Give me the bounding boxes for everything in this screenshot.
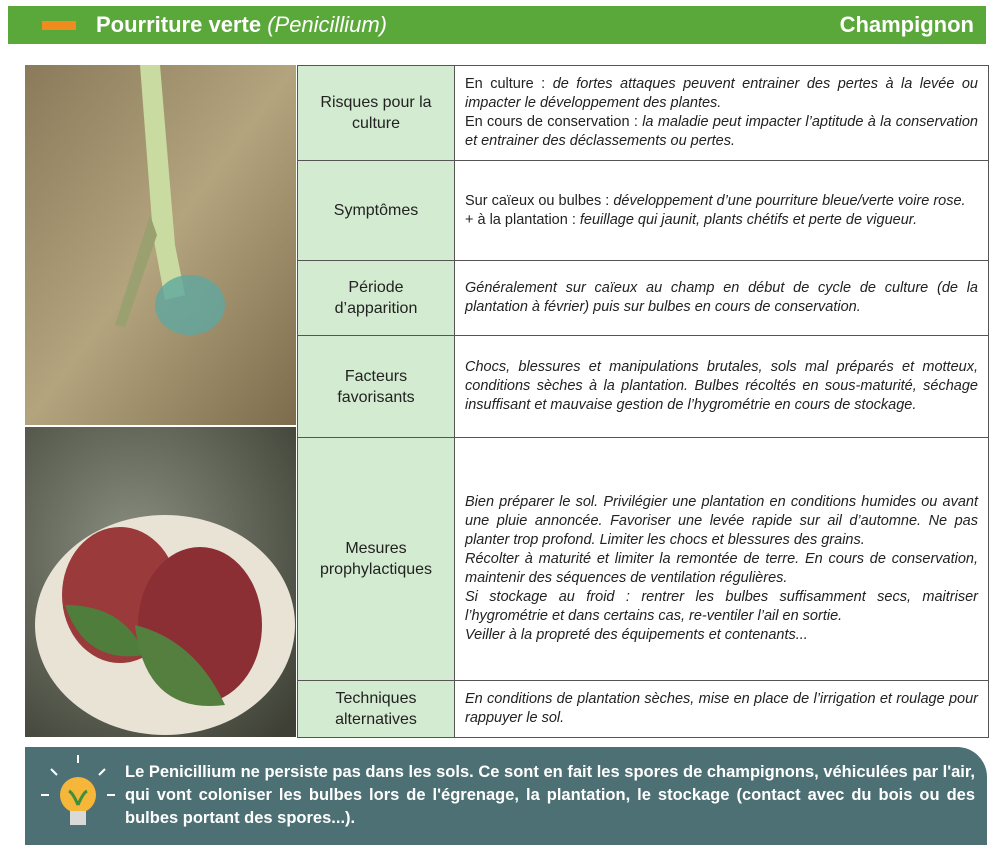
paragraph: En cours de conservation : la maladie pe… [465,113,978,151]
paragraph: Récolter à maturité et limiter la remont… [465,550,978,588]
header-accent [42,21,76,30]
table-row: Mesures prophylactiques Bien préparer le … [297,437,989,681]
paragraph: En conditions de plantation sèches, mise… [465,690,978,728]
rays [41,755,115,796]
table-body: Risques pour la culture En culture : de f… [297,65,989,738]
row-label: Symptômes [297,160,455,261]
row-content: Généralement sur caïeux au champ en débu… [454,260,989,336]
header: Pourriture verte (Penicillium) Champigno… [8,6,986,44]
clove-mold [135,625,225,706]
leaf [115,215,157,327]
row-content: Sur caïeux ou bulbes : développement d’u… [454,160,989,261]
row-label: Mesures prophylactiques [297,437,455,681]
paragraph-text: Veiller à la propreté des équipements et… [465,627,808,643]
row-content: Bien préparer le sol. Privilégier une pl… [454,437,989,681]
tip-text: Le Penicillium ne persiste pas dans les … [125,763,975,827]
table-row: Symptômes Sur caïeux ou bulbes : développ… [297,160,989,261]
row-label: Risques pour la culture [297,65,455,161]
paragraph-lead: En culture : [465,76,546,92]
title: Pourriture verte (Penicillium) [96,12,387,38]
paragraph: Généralement sur caïeux au champ en débu… [465,279,978,317]
bulb-base [70,811,86,825]
paragraph: Veiller à la propreté des équipements et… [465,626,978,645]
paragraph: Bien préparer le sol. Privilégier une pl… [465,493,978,550]
paragraph-text: Récolter à maturité et limiter la remont… [465,551,978,586]
paragraph-text: Chocs, blessures et manipulations brutal… [465,359,978,413]
bulb-glass [60,777,96,813]
table-row: Risques pour la culture En culture : de f… [297,65,989,161]
paragraph-text: la maladie peut impacter l’aptitude à la… [465,114,978,149]
row-content: Chocs, blessures et manipulations brutal… [454,335,989,438]
paragraph: + à la plantation : feuillage qui jaunit… [465,211,978,230]
info-table: Risques pour la culture En culture : de f… [297,65,989,738]
paragraph-lead: Sur caïeux ou bulbes : [465,192,610,209]
paragraph: Sur caïeux ou bulbes : développement d’u… [465,192,978,211]
clove-mold [65,605,145,657]
paragraph-text: Bien préparer le sol. Privilégier une pl… [465,494,978,548]
row-content: En culture : de fortes attaques peuvent … [454,65,989,161]
photos [25,65,296,737]
stem [140,65,185,300]
paragraph-text: feuillage qui jaunit, plants chétifs et … [579,211,918,228]
paragraph-text: de fortes attaques peuvent entrainer des… [465,76,978,111]
table-row: Période d’apparition Généralement sur caï… [297,260,989,336]
row-label: Facteurs favorisants [297,335,455,438]
paragraph-text: Généralement sur caïeux au champ en débu… [465,280,978,315]
table-row: Techniques alternatives En conditions de … [297,680,989,738]
title-latin: (Penicillium) [267,12,387,37]
mold [155,275,225,335]
paragraph: En culture : de fortes attaques peuvent … [465,75,978,113]
row-label: Techniques alternatives [297,680,455,738]
paragraph-lead: + à la plantation : [465,211,576,228]
paragraph-text: En conditions de plantation sèches, mise… [465,691,978,726]
category: Champignon [839,12,974,37]
row-label: Période d’apparition [297,260,455,336]
paragraph-text: Si stockage au froid : rentrer les bulbe… [465,589,978,624]
bulb-icon [41,755,115,825]
paragraph: Chocs, blessures et manipulations brutal… [465,358,978,415]
row-content: En conditions de plantation sèches, mise… [454,680,989,738]
paragraph: Si stockage au froid : rentrer les bulbe… [465,588,978,626]
title-text: Pourriture verte [96,12,262,37]
tip-box: Le Penicillium ne persiste pas dans les … [25,747,987,845]
table-row: Facteurs favorisants Chocs, blessures et … [297,335,989,438]
paragraph-lead: En cours de conservation : [465,114,638,130]
paragraph-text: développement d’une pourriture bleue/ver… [613,192,966,209]
sprout [68,789,88,806]
